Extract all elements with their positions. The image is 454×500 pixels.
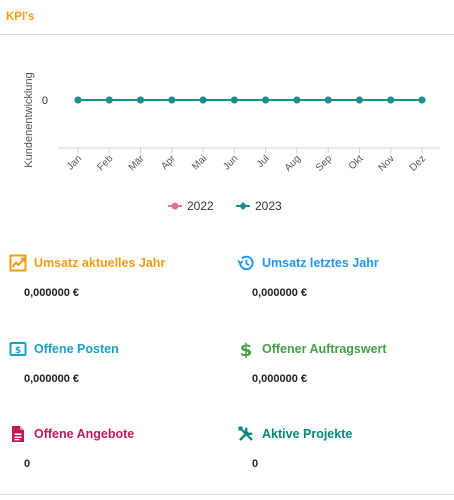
data-point-2023[interactable] <box>168 96 176 104</box>
x-tick-label: Apr <box>159 153 178 172</box>
x-tick-label: Feb <box>95 153 115 173</box>
kpi-value: 0 <box>24 458 31 470</box>
kpi-value: 0,000000 € <box>24 287 80 299</box>
legend-item-2022[interactable]: 2022 <box>168 199 214 213</box>
y-axis-label: Kundenentwicklung <box>23 72 35 167</box>
data-point-2023[interactable] <box>355 96 363 104</box>
kpi-title: Umsatz letztes Jahr <box>262 256 379 270</box>
x-tick-label: Mär <box>127 153 147 173</box>
kpi-tile-offene-angebote[interactable]: Offene Angebote 0 <box>8 424 228 484</box>
kpi-title: Aktive Projekte <box>262 427 353 441</box>
kpi-value: 0 <box>252 458 259 470</box>
x-tick-label: Mai <box>190 153 209 172</box>
kpi-title: Offene Posten <box>34 342 119 356</box>
data-point-2023[interactable] <box>262 96 270 104</box>
svg-text:$: $ <box>240 340 253 358</box>
tools-icon <box>236 424 256 444</box>
kpi-tile-offene-posten[interactable]: $ Offene Posten 0,000000 € <box>8 339 228 399</box>
kpi-header: Umsatz aktuelles Jahr <box>8 253 165 273</box>
x-tick-label: Okt <box>347 153 366 172</box>
data-point-2023[interactable] <box>293 96 301 104</box>
data-point-2023[interactable] <box>105 96 113 104</box>
data-point-2023[interactable] <box>387 96 395 104</box>
kpi-header: Aktive Projekte <box>236 424 352 444</box>
y-tick-label: 0 <box>42 95 48 107</box>
legend-marker <box>171 202 179 210</box>
kpi-value: 0,000000 € <box>252 373 308 385</box>
money-icon: $ <box>8 339 28 359</box>
data-point-2023[interactable] <box>324 96 332 104</box>
legend-marker <box>239 202 247 210</box>
dollar-icon: $ <box>236 339 256 359</box>
kpi-header: Offene Angebote <box>8 424 134 444</box>
kpi-tile-offener-auftragswert[interactable]: $ Offener Auftragswert 0,000000 € <box>236 339 454 399</box>
svg-text:$: $ <box>15 346 21 356</box>
legend-label: 2023 <box>255 199 282 213</box>
kpi-header: Umsatz letztes Jahr <box>236 253 379 273</box>
kpi-tile-umsatz-aktuelles-jahr[interactable]: Umsatz aktuelles Jahr 0,000000 € <box>8 253 228 313</box>
kpi-tile-aktive-projekte[interactable]: Aktive Projekte 0 <box>236 424 454 484</box>
kpi-title: Offener Auftragswert <box>262 342 387 356</box>
document-icon <box>8 424 28 444</box>
x-tick-label: Dez <box>408 153 428 173</box>
x-tick-label: Jul <box>255 153 272 170</box>
x-tick-label: Aug <box>283 153 303 173</box>
kpi-header: $ Offene Posten <box>8 339 119 359</box>
x-tick-label: Jan <box>65 153 84 172</box>
legend-label: 2022 <box>187 199 214 213</box>
data-point-2023[interactable] <box>74 96 82 104</box>
bottom-divider <box>0 494 454 495</box>
kpi-value: 0,000000 € <box>252 287 308 299</box>
kpi-tile-umsatz-letztes-jahr[interactable]: Umsatz letztes Jahr 0,000000 € <box>236 253 454 313</box>
kpi-title: Offene Angebote <box>34 427 135 441</box>
kpi-title: Umsatz aktuelles Jahr <box>34 256 166 270</box>
history-icon <box>236 253 256 273</box>
header-title: KPI's <box>6 11 35 23</box>
kpi-header: $ Offener Auftragswert <box>236 339 387 359</box>
x-tick-label: Sep <box>314 153 335 174</box>
data-point-2023[interactable] <box>137 96 145 104</box>
trending-up-icon <box>8 253 28 273</box>
x-tick-label: Jun <box>221 153 240 172</box>
data-point-2023[interactable] <box>230 96 238 104</box>
kpi-header: KPI's <box>0 0 454 35</box>
data-point-2023[interactable] <box>418 96 426 104</box>
legend-item-2023[interactable]: 2023 <box>236 199 282 213</box>
x-tick-label: Nov <box>376 153 396 173</box>
kpi-value: 0,000000 € <box>24 373 80 385</box>
chart-svg: Kundenentwicklung 0 Jan Feb Mär Apr Mai Jun Ju… <box>23 72 440 213</box>
data-point-2023[interactable] <box>199 96 207 104</box>
kpi-chart: Kundenentwicklung 0 Jan Feb Mär Apr Mai Jun Ju… <box>0 35 454 235</box>
